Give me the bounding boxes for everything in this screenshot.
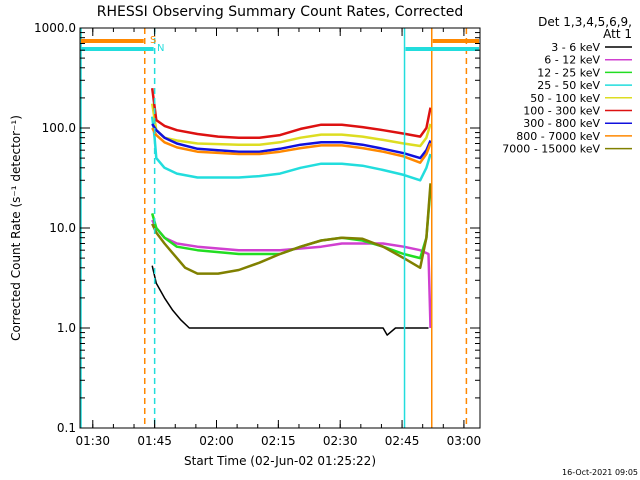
y-tick-label: 0.1: [57, 421, 76, 435]
y-tick-label: 100.0: [42, 121, 76, 135]
series-line-1: [151, 265, 429, 336]
series-layer: [150, 88, 432, 336]
series-line-4: [150, 116, 432, 182]
y-tick-label: 10.0: [49, 221, 76, 235]
x-tick-label: 02:30: [323, 434, 358, 448]
series-line-9: [151, 183, 432, 275]
legend-entry-label: 12 - 25 keV: [537, 66, 600, 79]
legend-entry-label: 800 - 7000 keV: [516, 130, 600, 143]
x-tick-label: 03:00: [447, 434, 482, 448]
series-line-2: [151, 219, 432, 329]
plot-frame: [79, 27, 481, 429]
legend-entry-label: 7000 - 15000 keV: [502, 143, 600, 156]
chart-title: RHESSI Observing Summary Count Rates, Co…: [97, 4, 463, 20]
x-tick-label: 02:00: [199, 434, 234, 448]
flag-bars: [81, 39, 479, 51]
x-tick-label: 01:45: [137, 434, 172, 448]
x-tick-label: 02:15: [261, 434, 296, 448]
legend-entry-label: 300 - 800 keV: [523, 117, 600, 130]
y-tick-label: 1.0: [57, 321, 76, 335]
series-line-7: [151, 123, 432, 160]
flag-label-s: S: [150, 35, 156, 46]
series-line-5: [150, 103, 432, 148]
legend-entry-label: 25 - 50 keV: [537, 79, 600, 92]
vertical-markers: [80, 28, 468, 428]
x-axis-ticks: 01:30 01:45 02:00 02:15 02:30 02:45 03:00: [75, 28, 481, 448]
y-tick-label: 1000.0: [34, 21, 76, 35]
series-line-6: [150, 88, 432, 139]
flag-label-n: N: [157, 43, 164, 54]
footer-date: 16-Oct-2021 09:05: [562, 468, 638, 477]
legend-header-line-2: Att 1: [603, 27, 632, 41]
legend-entry-label: 100 - 300 keV: [523, 105, 600, 118]
series-line-3: [150, 188, 432, 260]
x-tick-label: 02:45: [385, 434, 420, 448]
x-tick-label: 01:30: [75, 434, 110, 448]
legend-entry-label: 3 - 6 keV: [551, 41, 600, 54]
series-line-8: [151, 127, 432, 164]
legend-entry-label: 6 - 12 keV: [544, 54, 600, 67]
y-axis-label: Corrected Count Rate (s⁻¹ detector⁻¹): [9, 115, 23, 341]
y-axis-ticks: 0.1 1.0 10.0 100.0 1000.0: [34, 21, 480, 435]
legend-entry-label: 50 - 100 keV: [530, 92, 600, 105]
x-axis-label: Start Time (02-Jun-02 01:25:22): [184, 454, 376, 468]
legend-header-line-1: Det 1,3,4,5,6,9,: [538, 15, 632, 29]
